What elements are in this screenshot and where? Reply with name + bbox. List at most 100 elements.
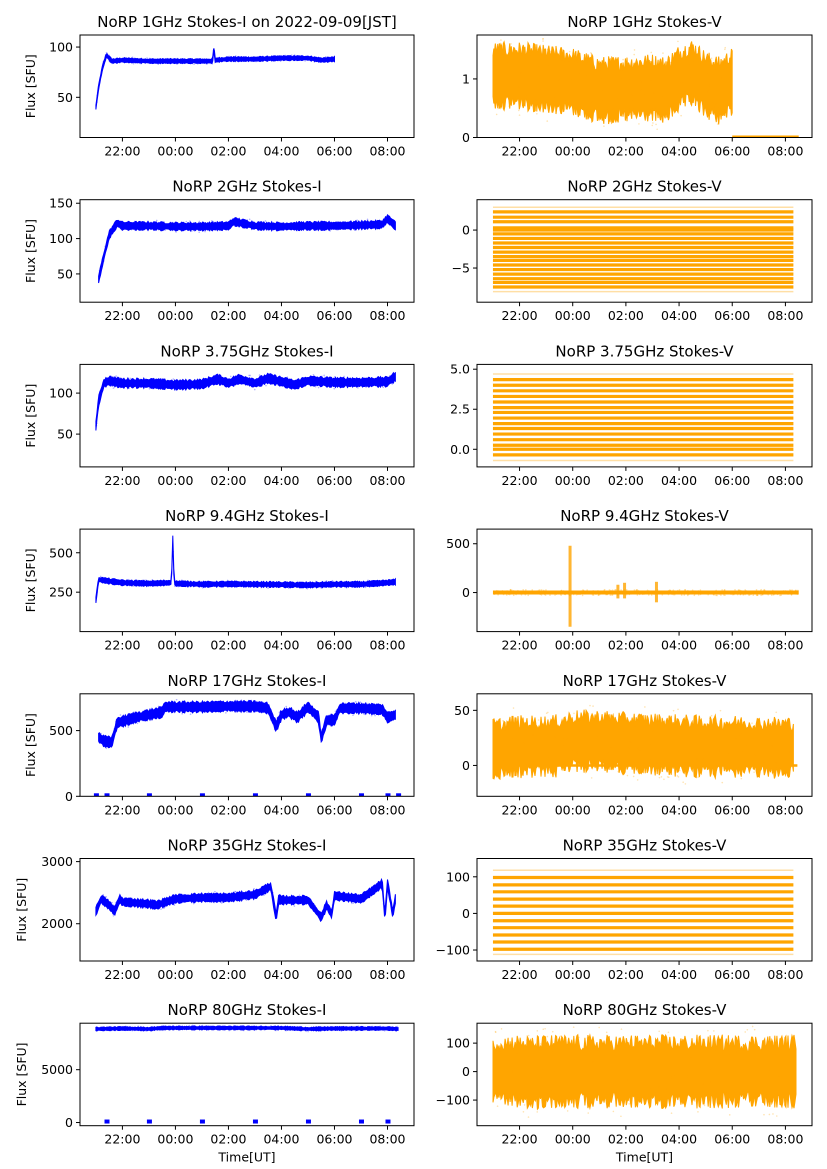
data-point <box>325 1028 328 1031</box>
data-point <box>684 589 687 591</box>
data-point <box>493 591 496 593</box>
data-point <box>532 734 534 736</box>
data-point <box>134 579 137 581</box>
data-point <box>370 714 373 717</box>
data-point <box>553 1093 556 1095</box>
data-point <box>111 582 114 584</box>
data-point <box>199 59 202 62</box>
y-tick-label: −5 <box>452 261 470 276</box>
data-point <box>719 709 722 712</box>
data-point <box>128 1026 131 1028</box>
data-point <box>228 1029 230 1032</box>
data-point <box>370 226 372 229</box>
data-point <box>749 590 752 593</box>
data-point <box>630 593 632 595</box>
data-point <box>207 891 210 894</box>
data-point <box>392 719 394 721</box>
data-point <box>116 60 119 63</box>
data-point <box>517 592 520 595</box>
data-point <box>709 716 711 718</box>
x-tick-label: 08:00 <box>369 802 405 817</box>
data-point <box>208 584 211 587</box>
data-point <box>672 593 675 596</box>
x-tick-label: 00:00 <box>157 802 193 817</box>
data-point <box>608 591 611 594</box>
data-point <box>768 1070 771 1072</box>
y-tick-label: 0 <box>462 758 470 773</box>
x-tick-label: 08:00 <box>767 802 803 817</box>
data-point <box>187 585 190 588</box>
data-point <box>666 591 669 593</box>
axes-frame <box>79 528 415 633</box>
data-point <box>320 229 323 231</box>
data-point <box>293 714 296 716</box>
x-tick-label: 08:00 <box>369 967 405 982</box>
data-point <box>134 227 136 230</box>
data-point <box>104 741 106 744</box>
data-point <box>503 590 506 593</box>
data-point <box>326 904 329 907</box>
data-point <box>163 220 165 223</box>
data-point <box>506 590 508 592</box>
data-point <box>693 1100 696 1102</box>
data-point <box>724 594 726 597</box>
data-point <box>164 710 167 712</box>
x-tick-label: 02:00 <box>608 308 644 323</box>
data-point <box>372 579 374 582</box>
data-point <box>347 221 349 224</box>
data-point <box>753 771 755 774</box>
data-point <box>493 722 496 724</box>
axes-frame <box>79 34 415 138</box>
data-point <box>512 737 514 740</box>
data-point <box>168 386 170 389</box>
data-point <box>780 591 783 594</box>
data-point <box>270 1024 272 1027</box>
data-point <box>177 583 180 586</box>
data-point <box>788 590 791 592</box>
data-point <box>229 226 231 228</box>
data-point <box>346 1028 348 1031</box>
data-point <box>572 592 574 595</box>
data-point <box>241 220 244 222</box>
x-tick-label: 06:00 <box>714 638 750 653</box>
data-point <box>734 591 737 594</box>
data-point <box>672 1036 675 1039</box>
data-point <box>292 59 295 62</box>
x-tick-label: 00:00 <box>555 144 591 159</box>
data-point <box>745 592 747 595</box>
data-point <box>224 59 227 62</box>
data-point <box>307 1030 309 1033</box>
data-point <box>772 594 775 596</box>
data-point <box>204 230 206 233</box>
data-point <box>651 124 654 127</box>
data-point <box>188 1024 191 1027</box>
data-point <box>517 759 520 762</box>
data-point <box>185 220 188 223</box>
data-point <box>314 904 317 907</box>
data-point <box>331 579 334 582</box>
data-point <box>789 751 791 753</box>
data-point <box>155 219 158 222</box>
data-point <box>627 747 630 750</box>
data-point <box>523 741 526 744</box>
data-point <box>248 374 250 377</box>
data-point <box>578 593 580 595</box>
data-point <box>669 591 672 593</box>
data-point <box>745 591 747 593</box>
data-point <box>147 714 150 717</box>
panel-title: NoRP 3.75GHz Stokes-V <box>555 342 734 360</box>
data-point <box>166 57 168 60</box>
data-point <box>387 376 389 379</box>
data-point <box>357 387 359 389</box>
data-point <box>242 1028 245 1030</box>
data-point <box>665 75 668 78</box>
data-point <box>682 1101 685 1104</box>
data-point <box>209 62 211 65</box>
data-point <box>330 916 332 918</box>
data-point <box>680 592 682 595</box>
data-point <box>136 722 139 725</box>
data-point <box>721 781 724 784</box>
data-point <box>197 898 199 900</box>
